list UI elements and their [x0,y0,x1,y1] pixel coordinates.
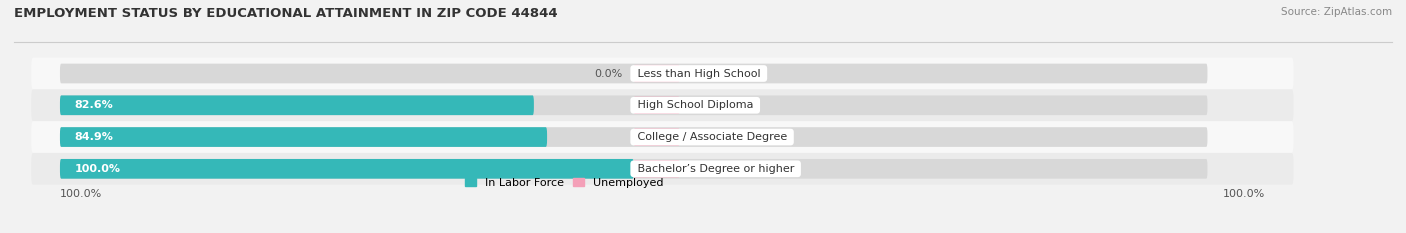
FancyBboxPatch shape [634,160,679,177]
FancyBboxPatch shape [60,159,634,179]
Text: Source: ZipAtlas.com: Source: ZipAtlas.com [1281,7,1392,17]
Text: 0.0%: 0.0% [692,164,720,174]
FancyBboxPatch shape [60,64,1208,83]
FancyBboxPatch shape [60,96,534,115]
Text: 100.0%: 100.0% [75,164,121,174]
Text: 100.0%: 100.0% [60,188,103,199]
FancyBboxPatch shape [634,128,679,146]
Text: Bachelor’s Degree or higher: Bachelor’s Degree or higher [634,164,797,174]
Legend: In Labor Force, Unemployed: In Labor Force, Unemployed [461,174,668,192]
Text: 100.0%: 100.0% [1223,188,1265,199]
Text: 0.0%: 0.0% [692,132,720,142]
FancyBboxPatch shape [634,65,679,82]
FancyBboxPatch shape [634,97,679,114]
Text: EMPLOYMENT STATUS BY EDUCATIONAL ATTAINMENT IN ZIP CODE 44844: EMPLOYMENT STATUS BY EDUCATIONAL ATTAINM… [14,7,558,20]
FancyBboxPatch shape [31,121,1294,153]
FancyBboxPatch shape [60,127,547,147]
Text: 84.9%: 84.9% [75,132,112,142]
Text: 0.0%: 0.0% [692,100,720,110]
Text: College / Associate Degree: College / Associate Degree [634,132,790,142]
Text: Less than High School: Less than High School [634,69,763,79]
FancyBboxPatch shape [31,89,1294,121]
Text: 0.0%: 0.0% [692,69,720,79]
FancyBboxPatch shape [31,58,1294,89]
Text: High School Diploma: High School Diploma [634,100,756,110]
Text: 0.0%: 0.0% [593,69,623,79]
FancyBboxPatch shape [60,96,1208,115]
FancyBboxPatch shape [60,159,1208,179]
Text: 82.6%: 82.6% [75,100,112,110]
FancyBboxPatch shape [60,127,1208,147]
FancyBboxPatch shape [31,153,1294,185]
